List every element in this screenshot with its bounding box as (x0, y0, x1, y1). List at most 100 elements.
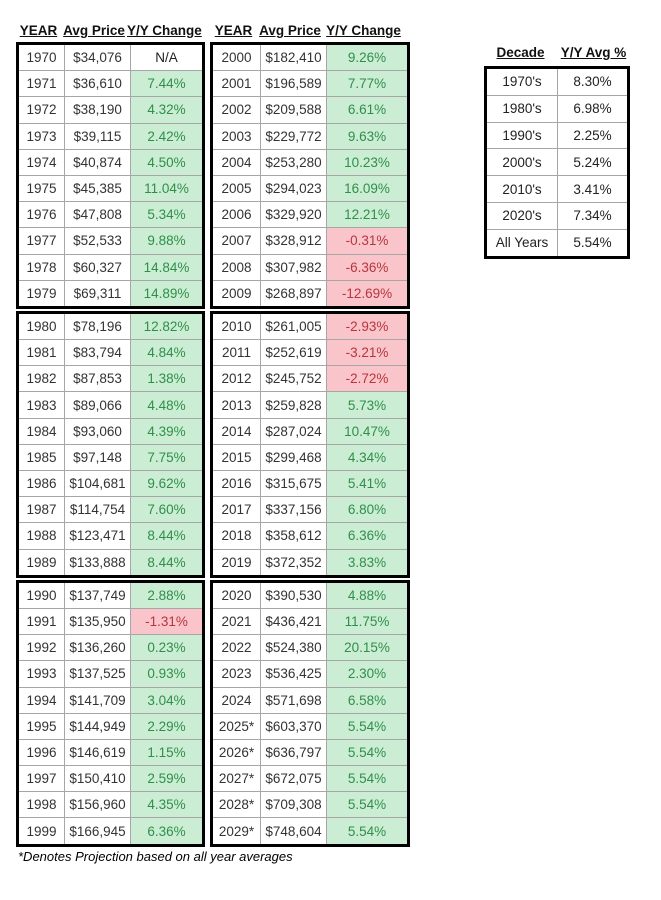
decade-label-cell: All Years (495, 235, 549, 251)
year-cell: 2015 (221, 449, 252, 465)
avg-price-cell: $60,327 (64, 254, 130, 280)
avg-price-cell: $358,612 (260, 523, 326, 549)
left-avg-price-header: Avg Price (63, 23, 125, 38)
avg-price-cell: $38,190 (64, 97, 130, 123)
avg-price-cell: $571,698 (260, 687, 326, 713)
decade-table-header-row: Decade Y/Y Avg % (484, 40, 630, 62)
table-row: 1993 $137,525 0.93% (19, 660, 202, 687)
yy-change-cell: 11.04% (130, 175, 202, 202)
yy-change-cell: 14.89% (130, 280, 202, 306)
avg-price-cell: $137,525 (64, 661, 130, 687)
table-row: 2006 $329,920 12.21% (213, 201, 407, 228)
yy-change-cell: 6.80% (326, 497, 407, 523)
year-cell: 2025* (218, 718, 255, 734)
table-row: 2029* $748,604 5.54% (213, 817, 407, 844)
year-cell: 1976 (26, 207, 57, 223)
table-row: 2022 $524,380 20.15% (213, 634, 407, 661)
avg-price-cell: $78,196 (64, 313, 130, 340)
avg-price-cell: $372,352 (260, 549, 326, 575)
decade-summary-row: 2000's 5.24% (487, 148, 627, 176)
yy-change-cell: 2.30% (326, 661, 407, 687)
decade-avg-cell: 6.98% (557, 95, 627, 122)
avg-price-cell: $34,076 (64, 45, 130, 71)
avg-price-cell: $137,749 (64, 582, 130, 608)
year-cell: 2022 (221, 640, 252, 656)
table-row: 1992 $136,260 0.23% (19, 634, 202, 661)
decade-summary-row: 1990's 2.25% (487, 121, 627, 149)
yy-change-cell: 9.62% (130, 471, 202, 497)
table-row: 1980 $78,196 12.82% (19, 313, 202, 340)
yy-change-cell: 6.58% (326, 687, 407, 713)
table-row: 1988 $123,471 8.44% (19, 522, 202, 549)
year-cell: 2008 (221, 259, 252, 275)
avg-price-cell: $603,370 (260, 713, 326, 739)
year-cell: 1980 (26, 318, 57, 334)
table-row: 1973 $39,115 2.42% (19, 122, 202, 149)
year-cell: 2013 (221, 397, 252, 413)
decade-avg-cell: 2.25% (557, 122, 627, 149)
avg-price-cell: $261,005 (260, 313, 326, 340)
avg-price-cell: $114,754 (64, 497, 130, 523)
left-year-header: YEAR (19, 23, 58, 38)
yy-change-cell: 8.44% (130, 549, 202, 575)
avg-price-cell: $45,385 (64, 175, 130, 202)
avg-price-cell: $150,410 (64, 766, 130, 792)
yy-avg-header: Y/Y Avg % (560, 45, 627, 60)
year-cell: 1991 (26, 614, 57, 630)
table-row: 2000 $182,410 9.26% (213, 45, 407, 71)
avg-price-cell: $748,604 (260, 818, 326, 844)
table-row: 1998 $156,960 4.35% (19, 791, 202, 818)
yy-change-cell: -12.69% (326, 280, 407, 306)
table-row: 2011 $252,619 -3.21% (213, 339, 407, 366)
avg-price-cell: $36,610 (64, 71, 130, 97)
year-cell: 1999 (26, 823, 57, 839)
yy-change-cell: 9.26% (326, 45, 407, 71)
year-cell: 2006 (221, 207, 252, 223)
table-row: 1977 $52,533 9.88% (19, 227, 202, 254)
year-cell: 2000 (221, 50, 252, 66)
decade-block: 1980 $78,196 12.82% 1981 $83,794 4.84% 1982 $87… (16, 310, 205, 578)
table-row: 2012 $245,752 -2.72% (213, 365, 407, 392)
table-row: 1975 $45,385 11.04% (19, 174, 202, 202)
table-row: 1994 $141,709 3.04% (19, 686, 202, 713)
table-row: 1986 $104,681 9.62% (19, 470, 202, 497)
year-cell: 1994 (26, 692, 57, 708)
year-cell: 2010 (221, 318, 252, 334)
yy-change-cell: 2.29% (130, 713, 202, 739)
year-cell: 2017 (221, 502, 252, 518)
year-cell: 2003 (221, 128, 252, 144)
table-row: 2021 $436,421 11.75% (213, 607, 407, 635)
table-row: 1974 $40,874 4.50% (19, 148, 202, 175)
decade-summary-row: 2020's 7.34% (487, 201, 627, 229)
decade-block: 1990 $137,749 2.88% 1991 $135,950 -1.31% 1992 $… (16, 579, 205, 847)
table-row: 1985 $97,148 7.75% (19, 443, 202, 470)
yy-change-cell: 4.39% (130, 418, 202, 444)
table-row: 2002 $209,588 6.61% (213, 96, 407, 123)
decade-label-cell: 2020's (502, 208, 542, 224)
table-row: 1989 $133,888 8.44% (19, 548, 202, 575)
decade-label-cell: 2010's (502, 181, 542, 197)
year-cell: 1978 (26, 259, 57, 275)
table-row: 2028* $709,308 5.54% (213, 791, 407, 818)
year-cell: 2007 (221, 233, 252, 249)
table-row: 1979 $69,311 14.89% (19, 279, 202, 306)
decade-block: 2010 $261,005 -2.93% 2011 $252,619 -3.21% 2012… (210, 310, 410, 578)
yy-change-cell: 9.88% (130, 228, 202, 254)
yy-change-cell: 14.84% (130, 254, 202, 280)
avg-price-cell: $123,471 (64, 523, 130, 549)
table-row: 1982 $87,853 1.38% (19, 365, 202, 392)
year-cell: 1987 (26, 502, 57, 518)
table-row: 2025* $603,370 5.54% (213, 712, 407, 739)
yy-change-cell: 10.23% (326, 149, 407, 175)
yy-change-cell: 1.38% (130, 366, 202, 392)
year-cell: 1974 (26, 154, 57, 170)
table-row: 2019 $372,352 3.83% (213, 548, 407, 575)
yy-change-cell: 3.04% (130, 687, 202, 713)
year-cell: 1990 (26, 587, 57, 603)
decade-summary-row: All Years 5.54% (487, 228, 627, 256)
year-cell: 2001 (221, 76, 252, 92)
year-cell: 2021 (221, 614, 252, 630)
table-row: 1981 $83,794 4.84% (19, 339, 202, 366)
avg-price-cell: $253,280 (260, 149, 326, 175)
